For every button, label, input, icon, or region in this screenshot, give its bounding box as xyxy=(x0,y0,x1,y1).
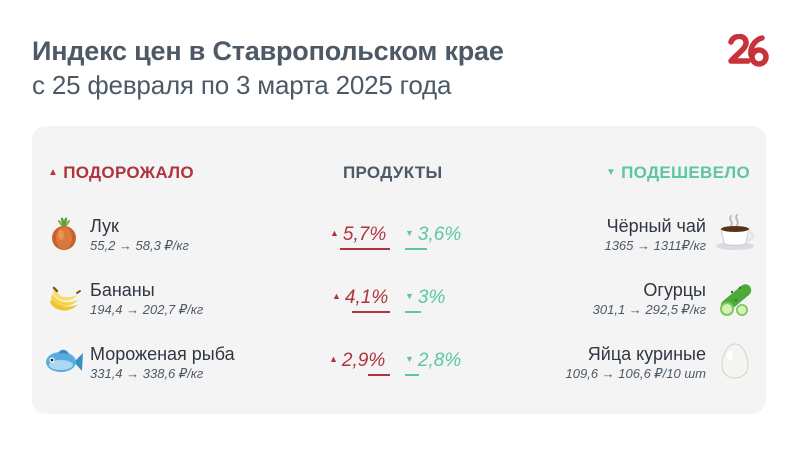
down-triangle-icon: ▼ xyxy=(405,354,414,364)
increase-bar xyxy=(340,248,390,250)
fish-icon xyxy=(46,349,83,372)
increase-percentage: ▲ 4,1% xyxy=(332,287,389,308)
increase-percentage: ▲ 5,7% xyxy=(330,224,387,245)
product-name: Яйца куриные xyxy=(587,344,706,364)
up-triangle-icon: ▲ xyxy=(330,228,339,238)
increase-bar xyxy=(368,374,390,376)
up-triangle-icon: ▲ xyxy=(332,291,341,301)
product-name: Лук xyxy=(90,216,119,236)
product-price: 194,4 → 202,7 ₽/кг xyxy=(90,302,204,317)
increase-bar xyxy=(352,311,390,313)
onion-icon xyxy=(52,217,76,250)
decrease-bar xyxy=(405,311,421,313)
egg-icon xyxy=(721,343,749,379)
product-name: Огурцы xyxy=(643,280,706,300)
bananas-icon xyxy=(50,286,81,311)
decrease-bar xyxy=(405,248,427,250)
down-triangle-icon: ▼ xyxy=(405,291,414,301)
product-price: 55,2 → 58,3 ₽/кг xyxy=(90,238,189,253)
product-name: Мороженая рыба xyxy=(90,344,235,364)
product-price: 1365 → 1311₽/кг xyxy=(604,238,706,253)
product-name: Бананы xyxy=(90,280,155,300)
up-triangle-icon: ▲ xyxy=(329,354,338,364)
page-title: Индекс цен в Ставропольском крае xyxy=(32,36,504,66)
increase-percentage: ▲ 2,9% xyxy=(329,350,386,371)
product-price: 331,4 → 338,6 ₽/кг xyxy=(90,366,204,381)
column-header-increased: ▲ ПОДОРОЖАЛО xyxy=(48,163,194,182)
page-subtitle: с 25 февраля по 3 марта 2025 года xyxy=(32,70,452,100)
cucumber-icon xyxy=(720,284,752,316)
decrease-percentage: ▼ 2,8% xyxy=(405,350,462,371)
decrease-percentage: ▼ 3% xyxy=(405,287,446,308)
down-triangle-icon: ▼ xyxy=(405,228,414,238)
up-triangle-icon: ▲ xyxy=(48,167,59,178)
down-triangle-icon: ▼ xyxy=(605,167,617,178)
tea-cup-icon xyxy=(716,214,755,250)
product-price: 109,6 → 106,6 ₽/10 шт xyxy=(565,366,706,381)
column-header-decreased: ▼ ПОДЕШЕВЕЛО xyxy=(605,163,750,182)
decrease-percentage: ▼ 3,6% xyxy=(405,224,462,245)
product-price: 301,1 → 292,5 ₽/кг xyxy=(592,302,706,317)
product-name: Чёрный чай xyxy=(606,216,706,236)
price-index-card xyxy=(32,126,766,414)
column-header-products: ПРОДУКТЫ xyxy=(343,163,443,182)
decrease-bar xyxy=(405,374,419,376)
logo-26-icon xyxy=(728,34,769,67)
